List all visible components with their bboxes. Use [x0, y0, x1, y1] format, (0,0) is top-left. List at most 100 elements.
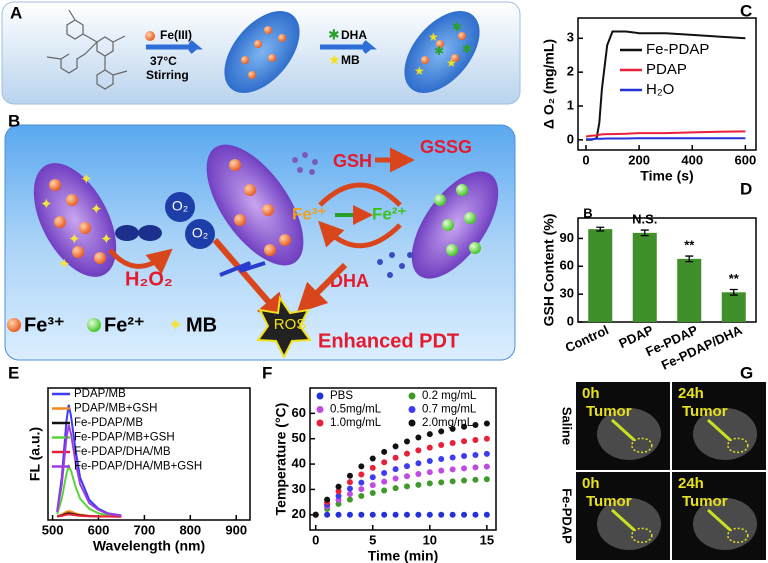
- data-point: [472, 451, 479, 458]
- pointer-arrow: [706, 508, 732, 532]
- data-point: [461, 511, 468, 518]
- data-point: [392, 443, 399, 450]
- scheme-label: O₂: [172, 198, 188, 214]
- data-point: [381, 511, 388, 518]
- data-point: [369, 474, 376, 481]
- x-tick-label: 10: [423, 532, 437, 547]
- legend-icon: [7, 318, 21, 332]
- plot-frame: [577, 217, 757, 323]
- data-point: [392, 466, 399, 473]
- data-point: [426, 458, 433, 465]
- condition-label: Stirring: [146, 68, 189, 82]
- data-point: [438, 511, 445, 518]
- data-point: [461, 452, 468, 459]
- data-line: [56, 463, 122, 518]
- data-point: [426, 480, 433, 487]
- data-point: [415, 434, 422, 441]
- data-point: [335, 483, 342, 490]
- ground-oxygen: [115, 225, 162, 241]
- fe-dots: [229, 159, 291, 256]
- x-tick-label: 400: [681, 152, 703, 167]
- error-bar: [729, 288, 738, 296]
- data-point: [472, 464, 479, 471]
- bar: [677, 258, 702, 322]
- data-point: [324, 496, 331, 503]
- light-icon: [219, 261, 266, 277]
- legend-label: Fe-PDAP/DHA/MB: [74, 446, 171, 458]
- arrow: [146, 40, 203, 54]
- data-point: [483, 450, 490, 457]
- tumor-label: Tumor: [682, 403, 728, 420]
- svg-text:✦: ✦: [80, 171, 93, 188]
- mb-stars: ✦ ✦ ✦ ✦ ✦ ✦: [40, 171, 113, 273]
- data-point: [438, 456, 445, 462]
- data-point: [312, 511, 319, 518]
- data-point: [369, 482, 376, 489]
- data-point: [346, 485, 353, 492]
- data-point: [438, 428, 445, 435]
- dha-molecule: [377, 252, 413, 278]
- tumor-label: Tumor: [586, 403, 632, 420]
- panel-b: ✦ ✦ ✦ ✦ ✦ ✦ O₂ O₂ H₂O₂ GSH GSSG Fe³⁺ Fe²⁺: [4, 124, 516, 361]
- y-tick-label: 0: [567, 313, 574, 328]
- pointer-arrow: [610, 418, 636, 442]
- svg-text:★: ★: [428, 30, 439, 44]
- data-point: [392, 454, 399, 461]
- data-point: [381, 469, 388, 476]
- x-tick-label: 700: [134, 522, 156, 537]
- data-point: [483, 435, 490, 442]
- legend-swatch: [316, 392, 324, 400]
- svg-text:✦: ✦: [58, 256, 71, 273]
- error-bar: [685, 255, 694, 263]
- data-point: [403, 473, 410, 480]
- y-tick-label: 3: [567, 30, 574, 45]
- legend-swatch: [408, 392, 416, 400]
- data-point: [403, 438, 410, 445]
- svg-text:★: ★: [414, 64, 425, 78]
- data-point: [483, 476, 490, 483]
- legend-label: 0.2 mg/mL: [422, 390, 477, 402]
- tumor-outline: [631, 437, 653, 454]
- data-point: [369, 464, 376, 471]
- legend-swatch: [408, 419, 416, 427]
- data-point: [381, 487, 388, 494]
- panel-label: G: [740, 363, 753, 382]
- data-point: [403, 450, 410, 457]
- scheme-label: ROS: [274, 316, 307, 333]
- star-icon: ✱: [328, 27, 340, 43]
- data-point: [403, 483, 410, 490]
- cycle-arrow: [318, 220, 402, 249]
- data-point: [369, 489, 376, 496]
- data-point: [426, 444, 433, 451]
- nanoparticle: [206, 144, 304, 266]
- data-point: [415, 511, 422, 518]
- nanoparticle: [404, 11, 480, 93]
- error-bar: [640, 229, 649, 237]
- fe-icon: [145, 31, 155, 41]
- data-point: [449, 478, 456, 485]
- data-point: [449, 511, 456, 518]
- data-line: [586, 137, 746, 141]
- tumor-label: Tumor: [682, 493, 728, 510]
- data-line: [57, 513, 122, 518]
- data-point: [449, 454, 456, 461]
- data-point: [381, 459, 388, 466]
- data-line: [585, 130, 746, 138]
- data-point: [426, 511, 433, 518]
- legend-label: PBS: [330, 390, 353, 402]
- legend-swatch: [316, 419, 324, 427]
- svg-text:✱: ✱: [434, 44, 444, 58]
- x-axis-label: Time (s): [640, 168, 693, 184]
- legend-label: PDAP: [646, 61, 687, 78]
- nanoparticle: [411, 171, 499, 279]
- data-point: [346, 472, 353, 479]
- significance-label: **: [684, 238, 695, 253]
- data-point: [335, 511, 342, 518]
- data-point: [415, 447, 422, 454]
- y-tick-label: 40: [292, 456, 306, 471]
- data-point: [472, 476, 479, 483]
- data-point: [358, 479, 365, 486]
- time-label: 24h: [678, 475, 704, 492]
- x-tick-label: 500: [42, 522, 64, 537]
